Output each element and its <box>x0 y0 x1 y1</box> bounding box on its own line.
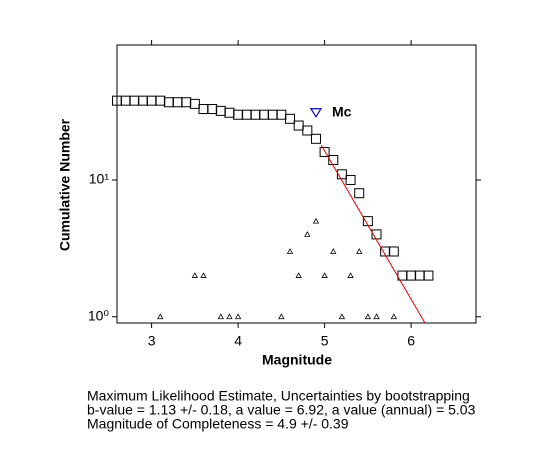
cumulative-marker <box>336 169 347 180</box>
count-marker <box>234 313 242 320</box>
count-marker <box>338 313 346 320</box>
cumulative-marker <box>181 97 192 108</box>
cumulative-marker <box>163 97 174 108</box>
cumulative-marker <box>345 174 356 185</box>
cumulative-marker <box>207 104 218 115</box>
count-marker <box>191 272 199 278</box>
count-marker <box>347 272 354 278</box>
note: b-value = 1.13 +/- 0.18, a value = 6.92,… <box>87 402 476 418</box>
cumulative-marker <box>302 125 313 136</box>
count-marker <box>312 217 320 224</box>
cumulative-marker <box>250 109 261 120</box>
cumulative-marker <box>293 120 304 131</box>
cumulative-marker <box>120 95 131 106</box>
mc-marker <box>309 108 323 118</box>
cumulative-marker <box>354 188 365 199</box>
plot-frame <box>116 44 477 324</box>
count-marker <box>217 313 224 320</box>
y-tick-label: 10¹ <box>89 171 110 187</box>
cumulative-marker <box>414 270 425 281</box>
note: Magnitude of Completeness = 4.9 +/- 0.39 <box>87 416 349 432</box>
count-marker <box>364 313 372 320</box>
count-marker <box>321 272 328 278</box>
count-marker <box>200 272 207 278</box>
note: Maximum Likelihood Estimate, Uncertainti… <box>87 388 470 404</box>
cumulative-marker <box>328 154 339 165</box>
count-marker <box>390 313 397 320</box>
count-marker <box>304 231 311 237</box>
cumulative-marker <box>198 104 209 115</box>
x-tick-label: 4 <box>234 333 242 349</box>
cumulative-marker <box>267 109 278 120</box>
mc-label: Mc <box>332 103 352 119</box>
cumulative-marker <box>310 133 321 144</box>
x-tick-label: 6 <box>407 333 415 349</box>
cumulative-marker <box>423 270 434 281</box>
x-tick-label: 5 <box>321 333 329 349</box>
cumulative-marker <box>259 109 270 120</box>
cumulative-marker <box>172 97 183 108</box>
cumulative-marker <box>129 95 140 106</box>
y-axis-label: Cumulative Number <box>57 118 73 251</box>
cumulative-marker <box>371 229 382 240</box>
count-marker <box>295 272 302 278</box>
cumulative-marker <box>285 113 296 124</box>
cumulative-marker <box>155 95 166 106</box>
count-marker <box>356 248 363 254</box>
count-marker <box>157 313 164 320</box>
fit-line <box>320 144 426 324</box>
cumulative-marker <box>241 109 252 120</box>
cumulative-marker <box>233 109 244 120</box>
count-marker <box>286 248 294 254</box>
y-tick-label: 10⁰ <box>88 307 110 323</box>
cumulative-marker <box>189 98 200 109</box>
cumulative-marker <box>319 147 330 158</box>
x-tick-label: 3 <box>148 333 156 349</box>
count-marker <box>226 313 233 320</box>
cumulative-marker <box>146 95 157 106</box>
count-marker <box>330 248 337 254</box>
cumulative-marker <box>215 105 226 116</box>
count-marker <box>278 313 285 320</box>
cumulative-marker <box>137 95 148 106</box>
x-axis-label: Magnitude <box>262 352 332 368</box>
cumulative-marker <box>224 107 235 118</box>
cumulative-marker <box>388 246 399 257</box>
cumulative-marker <box>276 109 287 120</box>
count-marker <box>373 313 380 320</box>
cumulative-marker <box>406 270 417 281</box>
